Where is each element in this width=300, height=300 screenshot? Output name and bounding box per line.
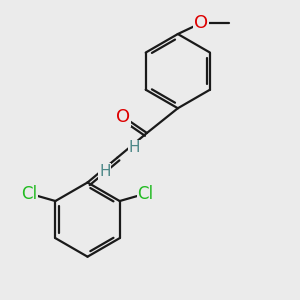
Text: O: O bbox=[116, 108, 130, 126]
Text: H: H bbox=[129, 140, 140, 155]
Text: Cl: Cl bbox=[21, 184, 38, 202]
Text: H: H bbox=[99, 164, 111, 179]
Text: O: O bbox=[194, 14, 208, 32]
Text: Cl: Cl bbox=[138, 184, 154, 202]
